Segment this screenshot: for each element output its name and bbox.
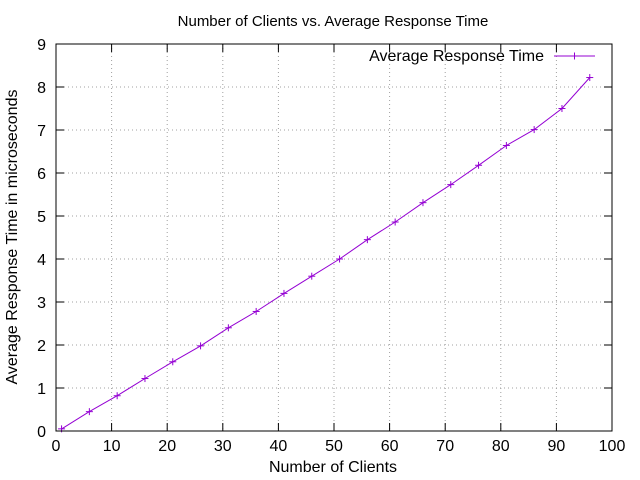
data-point-marker [113, 392, 121, 400]
grid-lines [56, 44, 612, 431]
y-tick-label: 5 [37, 209, 46, 226]
data-point-marker [502, 141, 510, 149]
y-tick-label: 6 [37, 166, 46, 183]
x-tick-label: 0 [52, 438, 61, 455]
data-point-marker [224, 324, 232, 332]
x-tick-label: 60 [381, 438, 399, 455]
y-tick-label: 0 [37, 424, 46, 441]
legend: Average Response Time [369, 48, 595, 65]
data-point-marker [308, 272, 316, 280]
plot-border [55, 43, 613, 432]
data-point-marker [391, 218, 399, 226]
data-point-marker [447, 181, 455, 189]
x-tick-label: 100 [599, 438, 626, 455]
data-point-marker [558, 105, 566, 112]
x-tick-label: 80 [492, 438, 510, 455]
legend-marker [571, 52, 578, 60]
data-point-marker [280, 289, 288, 297]
data-point-marker [252, 307, 260, 315]
y-axis-ticks: 0 1 2 3 4 5 6 7 8 9 [37, 37, 612, 441]
data-point-marker [363, 236, 371, 244]
x-tick-label: 20 [158, 438, 176, 455]
y-tick-label: 1 [37, 381, 46, 398]
legend-label: Average Response Time [369, 48, 544, 65]
y-tick-label: 9 [37, 37, 46, 54]
x-axis-ticks: 0 10 20 30 40 50 60 70 80 90 100 [52, 44, 626, 455]
x-axis-title: Number of Clients [269, 459, 397, 476]
data-point-marker [475, 161, 483, 169]
x-tick-label: 30 [214, 438, 232, 455]
data-point-marker [336, 255, 344, 263]
data-point-marker [419, 199, 427, 207]
y-tick-label: 7 [37, 123, 46, 140]
series-line [61, 77, 591, 430]
y-tick-label: 8 [37, 80, 46, 97]
x-tick-label: 90 [548, 438, 566, 455]
chart-title: Number of Clients vs. Average Response T… [178, 13, 489, 30]
x-tick-label: 40 [270, 438, 288, 455]
series-group [58, 74, 594, 433]
y-tick-label: 3 [37, 295, 46, 312]
data-point-marker [169, 358, 177, 366]
y-tick-label: 2 [37, 338, 46, 355]
x-tick-label: 50 [325, 438, 343, 455]
data-point-marker [586, 74, 594, 82]
data-point-marker [141, 375, 149, 383]
data-point-marker [197, 342, 205, 350]
x-tick-label: 70 [436, 438, 454, 455]
y-tick-label: 4 [37, 252, 46, 269]
data-point-marker [85, 408, 93, 416]
data-point-marker [530, 126, 538, 134]
x-tick-label: 10 [103, 438, 121, 455]
y-axis-title: Average Response Time in microseconds [4, 90, 21, 385]
